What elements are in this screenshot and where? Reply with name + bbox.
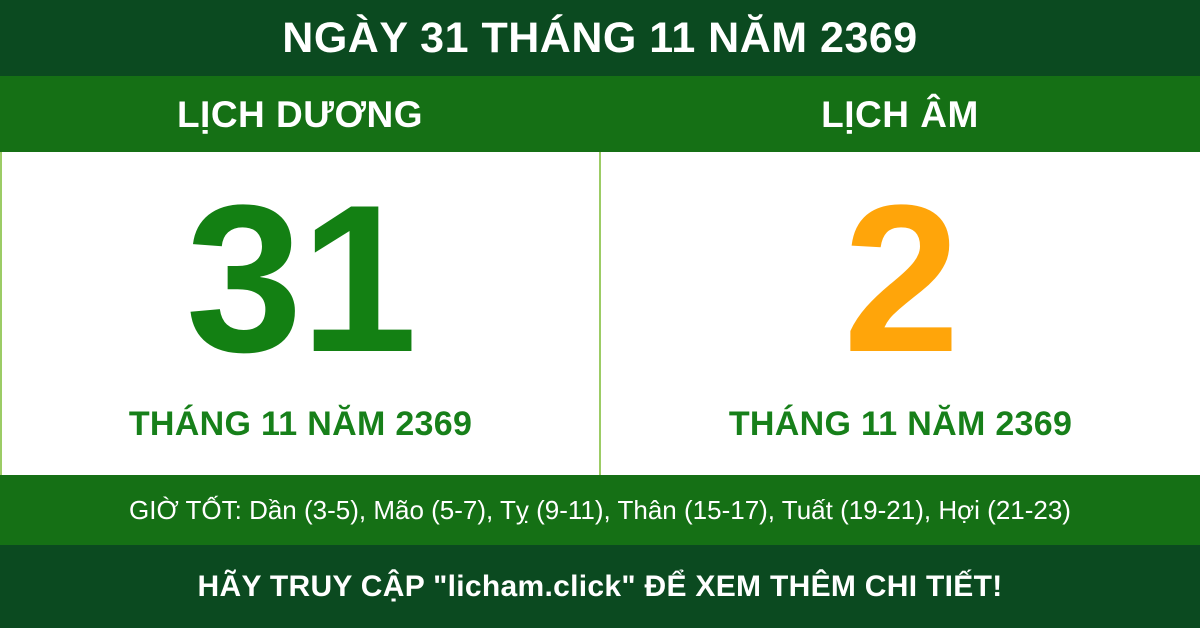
header-band: NGÀY 31 THÁNG 11 NĂM 2369 (0, 0, 1200, 76)
lunar-calendar-panel: 2 THÁNG 11 NĂM 2369 (601, 152, 1200, 475)
solar-calendar-header-cell: LỊCH DƯƠNG (0, 76, 600, 152)
solar-day-number: 31 (185, 161, 418, 396)
calendar-type-header: LỊCH DƯƠNG LỊCH ÂM (0, 76, 1200, 152)
lunar-calendar-label: LỊCH ÂM (821, 93, 979, 135)
lunar-calendar-header-cell: LỊCH ÂM (600, 76, 1200, 152)
lunar-day-number: 2 (843, 161, 960, 396)
solar-calendar-panel: 31 THÁNG 11 NĂM 2369 (2, 152, 601, 475)
solar-month-year: THÁNG 11 NĂM 2369 (128, 404, 473, 443)
page-title: NGÀY 31 THÁNG 11 NĂM 2369 (282, 13, 918, 62)
lunar-month-year: THÁNG 11 NĂM 2369 (728, 404, 1073, 443)
solar-calendar-label: LỊCH DƯƠNG (176, 93, 424, 135)
good-hours-band: GIỜ TỐT: Dần (3-5), Mão (5-7), Tỵ (9-11)… (0, 475, 1200, 545)
good-hours-text: GIỜ TỐT: Dần (3-5), Mão (5-7), Tỵ (9-11)… (129, 495, 1071, 525)
footer-band: HÃY TRUY CẬP "licham.click" ĐỂ XEM THÊM … (0, 545, 1200, 628)
calendar-panels: 31 THÁNG 11 NĂM 2369 2 THÁNG 11 NĂM 2369 (0, 152, 1200, 475)
footer-call-to-action: HÃY TRUY CẬP "licham.click" ĐỂ XEM THÊM … (197, 569, 1003, 603)
